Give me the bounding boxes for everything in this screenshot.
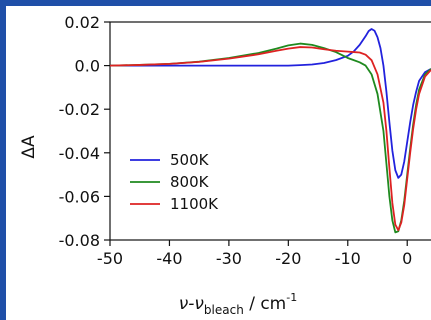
legend-label: 1100K	[170, 195, 219, 213]
x-axis-label: ν-νbleach / cm-1	[179, 291, 297, 317]
x-tick-label: -40	[156, 249, 182, 268]
x-tick-label: -30	[216, 249, 242, 268]
x-tick-label: -10	[335, 249, 361, 268]
x-tick-label: -20	[275, 249, 301, 268]
series-line-1100k	[109, 46, 431, 232]
line-chart: 0.02 0.0 -0.02 -0.04 -0.06 -0.08 -50 -40 -30 -20…	[19, 13, 431, 317]
y-axis-label: ΔA	[19, 135, 39, 159]
x-tick-label: -50	[97, 249, 123, 268]
y-tick-label: -0.08	[59, 231, 100, 250]
x-tick-label: 0	[402, 249, 412, 268]
legend-label: 800K	[170, 173, 210, 191]
x-axis-label-main: ν-ν	[179, 294, 205, 314]
x-axis-label-sub: bleach	[204, 303, 244, 317]
x-axis: -50 -40 -30 -20 -10 0	[97, 240, 412, 268]
y-tick-label: 0.0	[75, 57, 100, 76]
x-axis-label-unit: / cm	[244, 294, 286, 314]
y-tick-label: 0.02	[64, 13, 100, 32]
y-axis: 0.02 0.0 -0.02 -0.04 -0.06 -0.08	[59, 13, 110, 250]
y-tick-label: -0.04	[59, 144, 100, 163]
legend: 500K 800K 1100K	[130, 151, 219, 213]
plot-frame	[109, 21, 431, 241]
series-group	[109, 28, 431, 234]
y-tick-label: -0.06	[59, 187, 100, 206]
plot-area	[109, 21, 431, 241]
series-line-500k	[110, 28, 431, 179]
x-axis-label-sup: -1	[286, 291, 297, 304]
y-tick-label: -0.02	[59, 100, 100, 119]
legend-label: 500K	[170, 151, 210, 169]
